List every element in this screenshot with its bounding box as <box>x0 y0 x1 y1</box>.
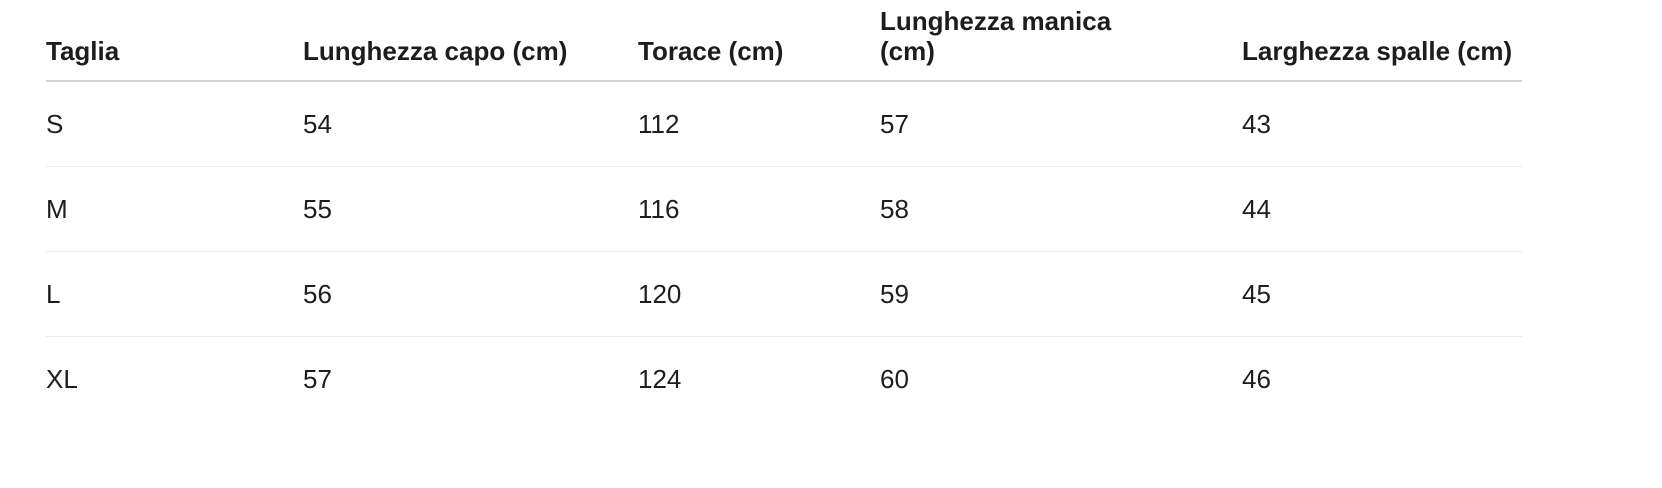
table-cell: 45 <box>1242 251 1522 337</box>
column-header: Lunghezza capo (cm) <box>303 0 638 82</box>
header-text: Lunghezza capo (cm) <box>303 36 568 66</box>
table-row: XL 57 124 60 46 <box>46 337 1522 422</box>
table-cell: XL <box>46 363 78 394</box>
table-cell: 59 <box>880 251 1242 337</box>
table-cell: 44 <box>1242 166 1522 252</box>
table-cell: M <box>46 166 303 252</box>
size-table: Taglia Lunghezza capo (cm) Torace (cm) Lung… <box>46 0 1522 421</box>
table-cell: 54 <box>303 81 638 167</box>
table-cell: 57 <box>303 363 332 394</box>
table-cell: 43 <box>1242 81 1522 167</box>
table-cell: 56 <box>303 251 638 337</box>
header-text: Larghezza spalle (cm) <box>1242 36 1513 66</box>
table-row: L 56 120 59 45 <box>46 251 1522 337</box>
table-body: S 54 112 57 43 M 55 116 58 44 L 56 120 59 45 XL 57 124 60 4… <box>46 81 1522 421</box>
column-header: Larghezza spalle (cm) <box>1242 0 1522 82</box>
header-row: Taglia Lunghezza capo (cm) Torace (cm) Lung… <box>46 0 1522 82</box>
table-cell: 58 <box>880 166 1242 252</box>
column-header: Taglia <box>46 0 303 82</box>
column-header: Lunghezza manica (cm) <box>880 0 1242 82</box>
table-row: S 54 112 57 43 <box>46 81 1522 167</box>
table-cell: 116 <box>638 166 880 252</box>
header-text: Torace (cm) <box>638 36 784 66</box>
table-row: M 55 116 58 44 <box>46 166 1522 252</box>
table-cell: 57 <box>880 81 1242 167</box>
table-cell: 112 <box>638 81 880 167</box>
table-cell: 46 <box>1242 363 1271 394</box>
table-cell: L <box>46 251 303 337</box>
table-cell: S <box>46 81 303 167</box>
header-text: Lunghezza manica (cm) <box>880 6 1112 66</box>
table-cell: 120 <box>638 251 880 337</box>
table-cell: 124 <box>638 363 682 394</box>
header-text: Taglia <box>46 36 120 66</box>
table-head: Taglia Lunghezza capo (cm) Torace (cm) Lung… <box>46 0 1522 82</box>
table-cell: 60 <box>880 363 909 394</box>
table-cell: 55 <box>303 166 638 252</box>
column-header: Torace (cm) <box>638 0 880 82</box>
